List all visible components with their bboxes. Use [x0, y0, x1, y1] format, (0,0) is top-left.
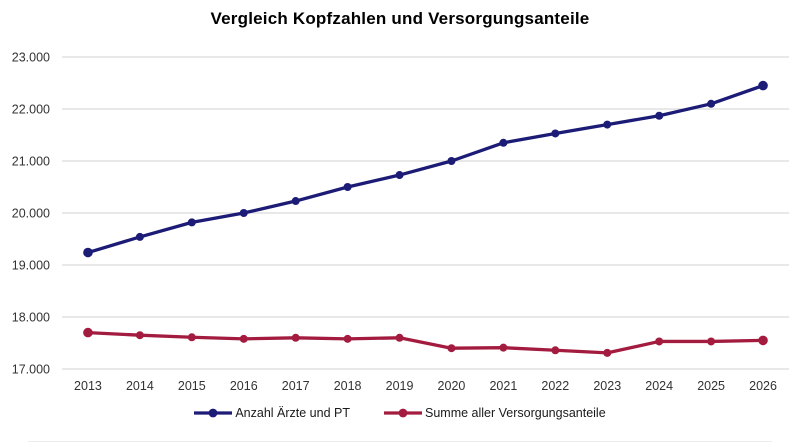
data-point-marker — [499, 343, 508, 352]
data-point-marker — [395, 171, 404, 180]
data-point-marker — [343, 183, 352, 191]
data-point-marker — [187, 333, 196, 342]
legend-marker-icon — [384, 408, 422, 418]
data-point-marker — [291, 197, 300, 206]
y-tick-label: 21.000 — [12, 155, 50, 169]
x-tick-label: 2017 — [282, 379, 310, 393]
x-tick-label: 2018 — [334, 379, 362, 393]
legend-label: Summe aller Versorgungsanteile — [425, 406, 606, 420]
x-tick-label: 2020 — [438, 379, 466, 393]
x-tick-label: 2014 — [126, 379, 154, 393]
data-point-marker — [551, 346, 560, 355]
x-tick-label: 2022 — [541, 379, 569, 393]
x-tick-label: 2015 — [178, 379, 206, 393]
data-point-marker — [395, 333, 404, 342]
x-tick-label: 2021 — [489, 379, 517, 393]
chart-legend: Anzahl Ärzte und PT Summe aller Versorgun… — [0, 406, 800, 420]
data-point-marker — [758, 335, 768, 346]
legend-label: Anzahl Ärzte und PT — [235, 406, 350, 420]
data-point-marker — [187, 218, 196, 227]
chart-title: Vergleich Kopfzahlen und Versorgungsante… — [210, 9, 590, 28]
y-tick-label: 20.000 — [12, 207, 50, 221]
y-tick-label: 17.000 — [12, 363, 50, 377]
x-tick-label: 2019 — [386, 379, 414, 393]
data-point-marker — [603, 348, 612, 357]
data-point-marker — [135, 331, 144, 340]
data-point-marker — [447, 344, 456, 353]
data-point-marker — [239, 334, 248, 343]
data-point-marker — [707, 99, 716, 108]
x-tick-label: 2026 — [749, 379, 777, 393]
y-tick-label: 22.000 — [12, 103, 50, 117]
series-line — [86, 330, 765, 355]
data-point-marker — [343, 334, 352, 343]
data-point-marker — [291, 333, 300, 342]
x-tick-label: 2025 — [697, 379, 725, 393]
data-point-marker — [83, 327, 93, 338]
legend-marker-icon — [194, 408, 233, 418]
data-point-marker — [239, 209, 248, 217]
y-tick-label: 23.000 — [12, 51, 50, 65]
series-line — [86, 83, 765, 255]
data-point-marker — [135, 232, 144, 241]
data-point-marker — [499, 138, 508, 147]
x-tick-label: 2024 — [645, 379, 673, 393]
legend-item: Anzahl Ärzte und PT — [194, 406, 350, 420]
data-point-marker — [447, 157, 456, 165]
data-point-marker — [758, 80, 768, 91]
legend-dot — [398, 408, 408, 418]
x-tick-label: 2016 — [230, 379, 258, 393]
data-point-marker — [707, 337, 716, 346]
data-point-marker — [551, 129, 560, 138]
y-tick-label: 19.000 — [12, 259, 50, 273]
x-tick-label: 2013 — [74, 379, 102, 393]
data-point-marker — [655, 337, 664, 346]
legend-item: Summe aller Versorgungsanteile — [384, 406, 606, 420]
y-tick-label: 18.000 — [12, 311, 50, 325]
x-tick-label: 2023 — [593, 379, 621, 393]
legend-dot — [208, 408, 218, 418]
data-point-marker — [83, 247, 93, 258]
data-point-marker — [603, 120, 612, 129]
bottom-divider — [28, 441, 772, 442]
data-point-marker — [655, 111, 664, 120]
